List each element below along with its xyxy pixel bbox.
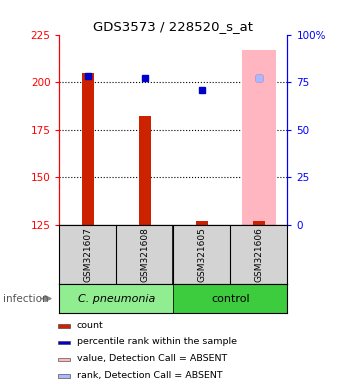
Bar bbox=[58, 374, 69, 378]
Text: GSM321605: GSM321605 bbox=[198, 227, 206, 282]
Text: infection: infection bbox=[3, 293, 49, 304]
Bar bbox=[59, 284, 173, 313]
Text: percentile rank within the sample: percentile rank within the sample bbox=[77, 338, 237, 346]
Bar bbox=[58, 358, 69, 361]
Text: GSM321608: GSM321608 bbox=[140, 227, 149, 282]
Bar bbox=[173, 284, 287, 313]
Text: rank, Detection Call = ABSENT: rank, Detection Call = ABSENT bbox=[77, 371, 222, 380]
Bar bbox=[242, 50, 276, 225]
Bar bbox=[58, 324, 69, 328]
Text: GSM321607: GSM321607 bbox=[84, 227, 92, 282]
Text: C. pneumonia: C. pneumonia bbox=[78, 293, 155, 304]
Text: count: count bbox=[77, 321, 103, 330]
Text: control: control bbox=[211, 293, 250, 304]
Bar bbox=[253, 221, 265, 225]
Text: GSM321606: GSM321606 bbox=[254, 227, 263, 282]
Bar bbox=[58, 341, 69, 344]
Title: GDS3573 / 228520_s_at: GDS3573 / 228520_s_at bbox=[94, 20, 253, 33]
Bar bbox=[195, 221, 208, 225]
Text: value, Detection Call = ABSENT: value, Detection Call = ABSENT bbox=[77, 354, 227, 363]
Bar bbox=[139, 116, 151, 225]
Bar bbox=[82, 73, 94, 225]
